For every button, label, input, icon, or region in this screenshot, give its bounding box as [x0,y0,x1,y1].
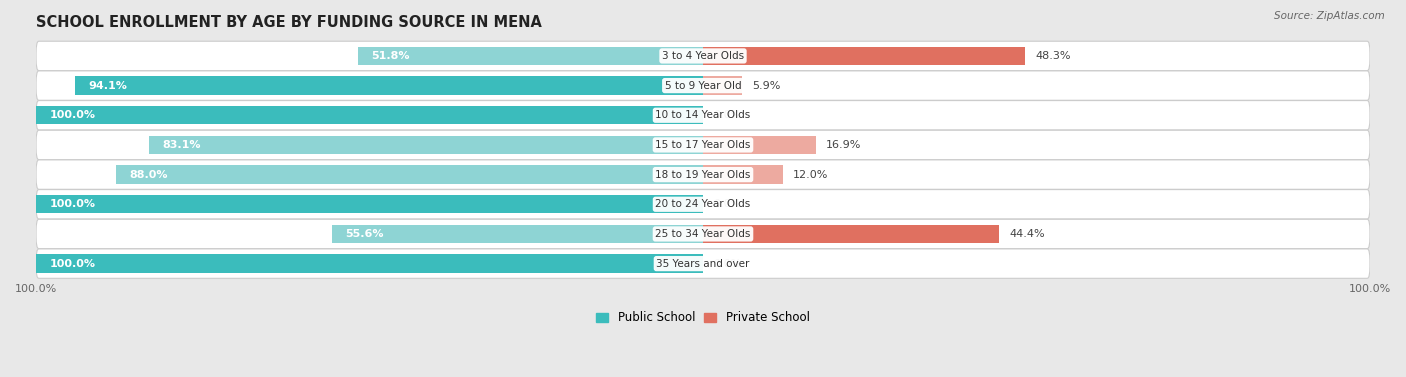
Bar [332,225,703,243]
Text: Source: ZipAtlas.com: Source: ZipAtlas.com [1274,11,1385,21]
Text: 0.0%: 0.0% [713,259,741,269]
FancyBboxPatch shape [37,160,1369,189]
Text: 20 to 24 Year Olds: 20 to 24 Year Olds [655,199,751,209]
Legend: Public School, Private School: Public School, Private School [592,307,814,329]
Bar [76,77,703,95]
Bar [703,166,783,184]
Bar [703,136,815,154]
Bar [703,47,1025,65]
Text: 0.0%: 0.0% [713,199,741,209]
Text: 94.1%: 94.1% [89,81,128,90]
Text: 48.3%: 48.3% [1035,51,1070,61]
Text: 88.0%: 88.0% [129,170,167,179]
Text: 16.9%: 16.9% [825,140,860,150]
Text: 100.0%: 100.0% [49,110,96,120]
Text: 0.0%: 0.0% [713,110,741,120]
Bar [703,225,1000,243]
Bar [703,77,742,95]
Text: 100.0%: 100.0% [49,199,96,209]
Text: 35 Years and over: 35 Years and over [657,259,749,269]
Bar [37,254,703,273]
Text: 83.1%: 83.1% [162,140,201,150]
Text: 3 to 4 Year Olds: 3 to 4 Year Olds [662,51,744,61]
Text: 5.9%: 5.9% [752,81,780,90]
Text: 100.0%: 100.0% [49,259,96,269]
FancyBboxPatch shape [37,41,1369,70]
FancyBboxPatch shape [37,249,1369,278]
Bar [357,47,703,65]
Text: 15 to 17 Year Olds: 15 to 17 Year Olds [655,140,751,150]
FancyBboxPatch shape [37,130,1369,159]
FancyBboxPatch shape [37,101,1369,130]
Bar [117,166,703,184]
FancyBboxPatch shape [37,219,1369,249]
Text: 55.6%: 55.6% [346,229,384,239]
Bar [149,136,703,154]
Text: 25 to 34 Year Olds: 25 to 34 Year Olds [655,229,751,239]
Text: 12.0%: 12.0% [793,170,828,179]
Text: 10 to 14 Year Olds: 10 to 14 Year Olds [655,110,751,120]
Text: 44.4%: 44.4% [1010,229,1045,239]
Text: 18 to 19 Year Olds: 18 to 19 Year Olds [655,170,751,179]
FancyBboxPatch shape [37,71,1369,100]
Text: SCHOOL ENROLLMENT BY AGE BY FUNDING SOURCE IN MENA: SCHOOL ENROLLMENT BY AGE BY FUNDING SOUR… [37,15,541,30]
Bar [37,106,703,124]
FancyBboxPatch shape [37,190,1369,219]
Text: 5 to 9 Year Old: 5 to 9 Year Old [665,81,741,90]
Text: 51.8%: 51.8% [371,51,409,61]
Bar [37,195,703,213]
